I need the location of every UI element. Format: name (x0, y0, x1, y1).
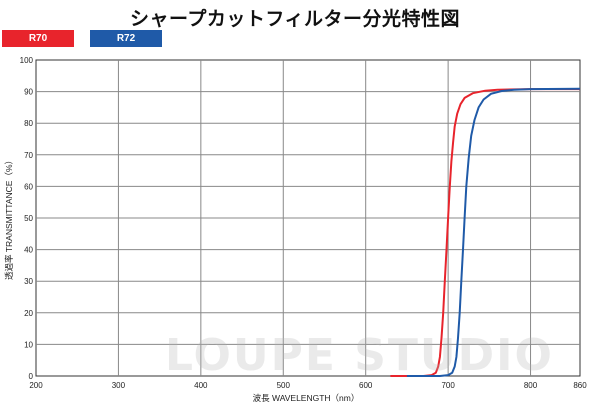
y-tick-label: 70 (24, 151, 33, 160)
x-tick-label: 600 (359, 381, 373, 390)
y-tick-label: 80 (24, 119, 33, 128)
series-line-r72 (406, 87, 581, 377)
y-tick-label: 50 (24, 214, 33, 223)
y-tick-label: 0 (29, 372, 34, 381)
x-tick-label: 500 (277, 381, 291, 390)
y-tick-label: 30 (24, 277, 33, 286)
x-tick-label: 800 (524, 381, 538, 390)
y-tick-label: 90 (24, 88, 33, 97)
tick-labels: 200 300 400 500 600 700 800 860 0 10 20 30 40 50 60 70 8… (20, 56, 588, 390)
x-tick-label: 700 (441, 381, 455, 390)
y-tick-label: 40 (24, 246, 33, 255)
series-line-r70 (390, 88, 580, 377)
y-axis-label: 透過率 TRANSMITTANCE（%） (4, 156, 14, 280)
y-tick-label: 60 (24, 182, 33, 191)
y-tick-label: 100 (20, 56, 34, 65)
legend-item-r70: R70 (2, 30, 74, 47)
grid (35, 59, 581, 377)
x-tick-label: 300 (112, 381, 126, 390)
x-tick-label: 200 (29, 381, 43, 390)
x-axis-label: 波長 WAVELENGTH（nm） (253, 393, 360, 403)
series-lines (390, 87, 581, 377)
x-tick-label: 860 (573, 381, 587, 390)
x-tick-label: 400 (194, 381, 208, 390)
chart-title: シャープカットフィルター分光特性図 (130, 9, 460, 30)
watermark: LOUPE STUDIO (165, 330, 554, 381)
legend-item-r72: R72 (90, 30, 162, 47)
y-tick-label: 10 (24, 340, 33, 349)
y-tick-label: 20 (24, 309, 33, 318)
